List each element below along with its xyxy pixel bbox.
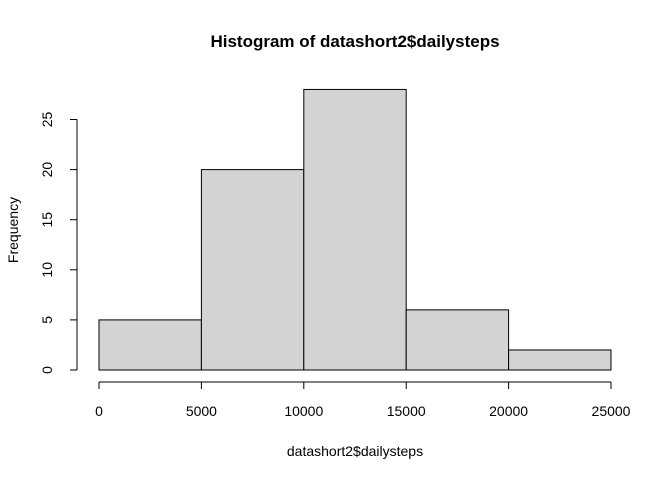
x-tick-label-3: 15000 <box>387 403 426 419</box>
x-axis-label: datashort2$dailysteps <box>287 443 423 459</box>
histogram-bars <box>98 88 612 371</box>
x-tick-label-5: 25000 <box>592 403 631 419</box>
x-tick-label-0: 0 <box>95 403 103 419</box>
y-tick-label-2: 10 <box>39 262 55 278</box>
histogram-bar-4 <box>508 349 612 371</box>
histogram-bar-2 <box>303 88 407 371</box>
chart-title: Histogram of datashort2$dailysteps <box>210 32 499 51</box>
y-axis-label: Frequency <box>5 197 21 263</box>
histogram-bar-0 <box>98 319 202 371</box>
y-tick-label-0: 0 <box>39 366 55 374</box>
x-axis: 0 5000 10000 15000 20000 25000 <box>95 381 631 419</box>
y-tick-label-5: 25 <box>39 112 55 128</box>
x-tick-label-2: 10000 <box>284 403 323 419</box>
histogram-bar-1 <box>200 169 305 371</box>
y-tick-label-3: 15 <box>39 212 55 228</box>
x-tick-label-4: 20000 <box>489 403 528 419</box>
y-tick-label-1: 5 <box>39 316 55 324</box>
histogram-bar-3 <box>405 309 510 371</box>
y-axis: 0 5 10 15 20 25 <box>39 112 78 374</box>
y-tick-label-4: 20 <box>39 162 55 178</box>
x-tick-label-1: 5000 <box>186 403 217 419</box>
